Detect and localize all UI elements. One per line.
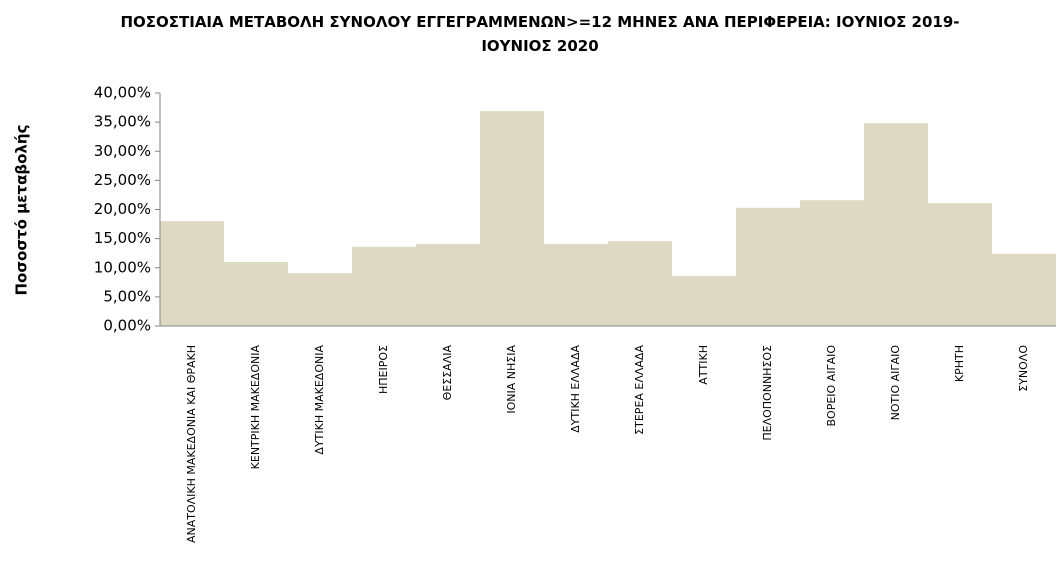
bar (352, 246, 416, 326)
x-tick-label: ΙΟΝΙΑ ΝΗΣΙΑ (505, 345, 518, 414)
x-tick-label: ΚΡΗΤΗ (953, 345, 966, 382)
bar (928, 203, 992, 326)
bar (224, 261, 288, 326)
y-tick-label: 15,00% (94, 229, 151, 247)
bar (480, 111, 544, 327)
y-tick-label: 40,00% (94, 84, 151, 102)
x-tick-label: ΘΕΣΣΑΛΙΑ (441, 345, 454, 401)
x-tick-label: ΗΠΕΙΡΟΣ (377, 345, 390, 394)
x-tick-label: ΠΕΛΟΠΟΝΝΗΣΟΣ (761, 345, 774, 441)
x-tick-label: ΒΟΡΕΙΟ ΑΙΓΑΙΟ (825, 345, 838, 427)
x-tick-label: ΑΝΑΤΟΛΙΚΗ ΜΑΚΕΔΟΝΙΑ ΚΑΙ ΘΡΑΚΗ (185, 345, 198, 543)
x-tick-label: ΑΤΤΙΚΗ (697, 345, 710, 385)
y-axis-label: Ποσοστό μεταβολής (13, 125, 31, 296)
x-tick-label: ΔΥΤΙΚΗ ΕΛΛΑΔΑ (569, 345, 582, 433)
bar (864, 123, 928, 326)
x-tick-label: ΣΥΝΟΛΟ (1017, 345, 1030, 392)
bar (992, 253, 1056, 326)
y-tick-label: 0,00% (103, 317, 151, 335)
y-tick-label: 10,00% (94, 258, 151, 276)
x-tick-label: ΔΥΤΙΚΗ ΜΑΚΕΔΟΝΙΑ (313, 345, 326, 455)
bar (160, 221, 224, 326)
y-tick-label: 5,00% (103, 287, 151, 305)
bar (544, 243, 608, 326)
y-tick-label: 30,00% (94, 142, 151, 160)
bar (672, 275, 736, 326)
y-tick-label: 20,00% (94, 200, 151, 218)
y-tick-label: 25,00% (94, 171, 151, 189)
x-tick-label: ΝΟΤΙΟ ΑΙΓΑΙΟ (889, 345, 902, 421)
bar (736, 207, 800, 326)
x-tick-label: ΣΤΕΡΕΑ ΕΛΛΑΔΑ (633, 345, 646, 435)
bar (416, 243, 480, 326)
bar (288, 272, 352, 326)
bar (800, 200, 864, 326)
chart-title: ΠΟΣΟΣΤΙΑΙΑ ΜΕΤΑΒΟΛΗ ΣΥΝΟΛΟΥ ΕΓΓΕΓΡΑΜΜΕΝΩ… (120, 13, 960, 55)
x-tick-label: ΚΕΝΤΡΙΚΗ ΜΑΚΕΔΟΝΙΑ (249, 345, 262, 470)
bar (608, 240, 672, 326)
y-tick-label: 35,00% (94, 113, 151, 131)
